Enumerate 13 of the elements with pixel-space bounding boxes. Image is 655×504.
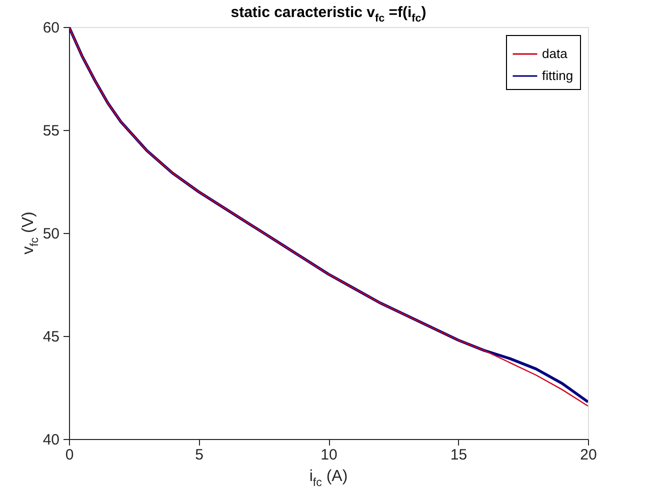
y-tick-label: 55 [42,122,60,140]
y-tick-label: 45 [42,328,60,346]
x-tick-label: 15 [450,446,468,464]
legend-label: fitting [542,68,574,83]
y-axis-title: vfc (V) [20,212,41,254]
x-tick-label: 20 [580,446,597,464]
x-tick-label: 0 [65,446,74,464]
legend-label: data [542,46,568,61]
y-tick-label: 40 [42,432,60,448]
x-tick-label: 10 [320,446,338,464]
y-tick-label: 50 [42,226,60,242]
x-tick-label: 5 [195,446,204,464]
y-tick-label: 60 [42,20,60,36]
